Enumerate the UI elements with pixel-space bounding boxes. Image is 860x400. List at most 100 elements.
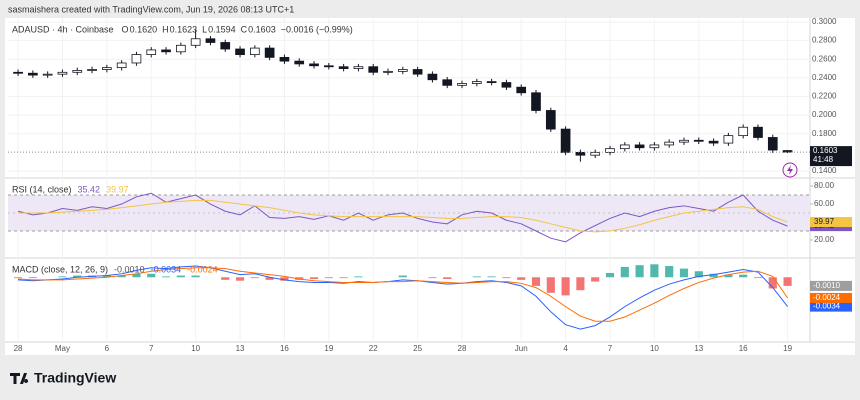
- candle-body: [190, 38, 201, 46]
- histogram-bar: [679, 268, 689, 278]
- histogram-bar: [28, 277, 37, 279]
- candle-body: [220, 42, 231, 50]
- value-label-box: [810, 292, 852, 303]
- candle-body: [575, 151, 586, 156]
- histogram-bar: [280, 277, 289, 281]
- candle-body: [353, 66, 364, 69]
- candle-body: [294, 60, 305, 65]
- histogram-bar: [724, 274, 733, 278]
- brand-logo: [10, 373, 29, 384]
- candle-body: [767, 137, 778, 151]
- brand: TradingView: [34, 370, 116, 386]
- histogram-bar: [58, 276, 67, 278]
- x-tick-label: 25: [413, 344, 422, 353]
- candle-body: [146, 49, 157, 56]
- histogram-bar: [546, 277, 555, 293]
- x-tick-label: 6: [105, 344, 110, 353]
- ohlc-letter: O: [122, 24, 129, 34]
- y-tick-label: 0.1800: [812, 129, 837, 138]
- candle-body: [28, 72, 38, 76]
- candle-body: [708, 140, 719, 144]
- candle-body: [634, 144, 645, 149]
- histogram-bar: [709, 273, 718, 278]
- histogram-bar: [443, 277, 452, 279]
- candle-body: [383, 70, 393, 73]
- histogram-bar: [739, 274, 748, 278]
- candle-body: [560, 128, 571, 153]
- histogram-bar: [250, 277, 259, 279]
- histogram-bar: [531, 277, 541, 286]
- histogram-bar: [665, 266, 674, 278]
- price-label: 0.1603: [813, 146, 838, 155]
- candle-body: [13, 71, 23, 74]
- value-label-box: [810, 217, 852, 228]
- candle-body: [131, 54, 142, 64]
- ohlc-letter: C: [241, 24, 248, 34]
- legend-value: -0.0010: [114, 264, 145, 274]
- x-tick-label: 28: [14, 344, 23, 353]
- alert-icon: [782, 162, 798, 178]
- candle-body: [516, 86, 527, 94]
- histogram-bar: [591, 277, 600, 282]
- histogram-bar: [191, 275, 200, 278]
- price-change: −0.0016 (−0.99%): [281, 24, 353, 34]
- histogram-bar: [309, 277, 319, 279]
- candle-body: [590, 151, 601, 156]
- histogram-bar: [161, 276, 171, 278]
- histogram-bar: [265, 277, 274, 280]
- x-tick-label: 10: [191, 344, 200, 353]
- y-tick-label: 0.2200: [812, 92, 837, 101]
- x-tick-label: 10: [650, 344, 659, 353]
- candle-body: [279, 56, 290, 62]
- ohlc-value: 0.1594: [208, 24, 236, 34]
- candle-body: [397, 69, 408, 72]
- candle-body: [42, 73, 53, 76]
- histogram-bar: [561, 277, 570, 296]
- candle-body: [427, 73, 438, 81]
- histogram-bar: [605, 272, 615, 278]
- histogram-bar: [354, 276, 363, 278]
- y-tick-label: 60.00: [814, 199, 835, 208]
- y-tick-label: 0.1400: [812, 166, 837, 175]
- ohlc-value: 0.1603: [248, 24, 276, 34]
- candle-body: [205, 38, 216, 43]
- candle-body: [679, 139, 689, 143]
- candle-body: [72, 70, 83, 73]
- candle-body: [486, 81, 497, 84]
- candle-body: [57, 71, 68, 75]
- histogram-bar: [73, 275, 82, 278]
- candle-body: [102, 67, 112, 70]
- candle-body: [738, 126, 749, 137]
- symbol: ADAUSD · 4h · Coinbase: [12, 24, 114, 34]
- chart-area: [5, 18, 855, 355]
- histogram-bar: [102, 275, 111, 278]
- legend-value: -0.0024: [187, 264, 218, 274]
- histogram-bar: [472, 276, 481, 278]
- candle-body: [782, 150, 793, 153]
- histogram-bar: [620, 266, 629, 278]
- candle-body: [693, 139, 704, 142]
- x-tick-label: 13: [236, 344, 245, 353]
- y-tick-label: 20.00: [814, 235, 835, 244]
- pane-title: MACD (close, 12, 26, 9): [12, 264, 108, 274]
- candle-body: [264, 47, 275, 58]
- pane-title: RSI (14, close): [12, 184, 72, 194]
- y-tick-label: 0.3000: [812, 17, 837, 26]
- countdown: 41:48: [813, 155, 834, 164]
- x-tick-label: 7: [149, 344, 154, 353]
- histogram-bar: [502, 277, 511, 279]
- histogram-bar: [324, 277, 333, 279]
- x-tick-label: 4: [563, 344, 568, 353]
- candle-body: [457, 83, 467, 86]
- candle-body: [619, 144, 630, 150]
- value-label: -0.0010: [813, 281, 841, 290]
- candle-body: [545, 110, 556, 130]
- histogram-bar: [635, 265, 644, 278]
- candle-body: [235, 48, 245, 56]
- legend-value: 35.42: [78, 184, 101, 194]
- x-tick-label: 16: [280, 344, 289, 353]
- histogram-bar: [768, 277, 777, 289]
- histogram-bar: [576, 277, 585, 291]
- candle-body: [323, 65, 334, 68]
- x-tick-label: 7: [608, 344, 613, 353]
